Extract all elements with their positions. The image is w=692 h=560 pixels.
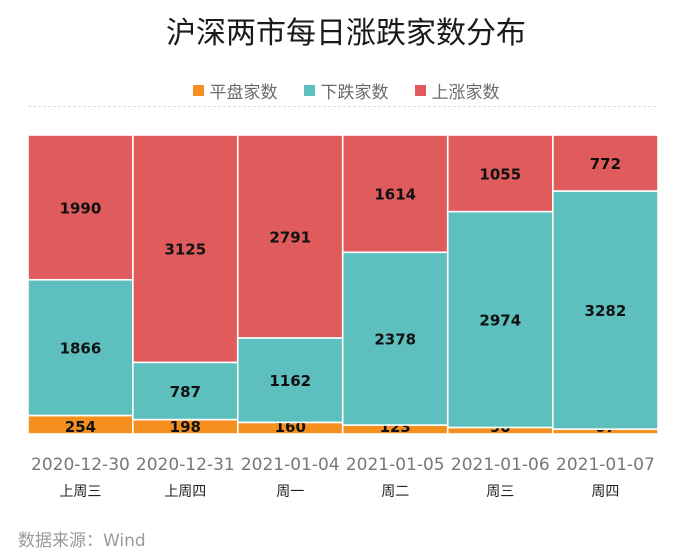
data-label-1-2: 3125: [164, 241, 206, 259]
x-sublabel-0: 上周三: [59, 484, 101, 500]
bar-segment-4-2: [446, 134, 554, 213]
x-sublabel-3: 周二: [381, 484, 409, 500]
legend-item-flat[interactable]: 平盘家数: [192, 78, 278, 103]
legend-label-down: 下跌家数: [320, 83, 389, 103]
bar-segment-3-1: [341, 251, 449, 426]
data-label-5-1: 3282: [585, 302, 627, 320]
data-label-4-1: 2974: [479, 312, 521, 330]
legend: 平盘家数 下跌家数 上涨家数: [0, 78, 692, 103]
data-label-1-1: 787: [170, 383, 201, 401]
data-label-0-0: 254: [65, 418, 96, 436]
bar-segment-5-1: [552, 190, 659, 430]
bar-segment-5-2: [552, 134, 659, 192]
data-label-0-1: 1866: [60, 340, 102, 358]
x-tick-label-1: 2020-12-31: [136, 455, 235, 475]
x-sublabel-2: 周一: [276, 484, 304, 500]
data-label-2-2: 2791: [269, 228, 311, 246]
x-tick-label-2: 2021-01-04: [241, 455, 340, 475]
bar-segment-3-2: [341, 134, 449, 254]
bar-segment-2-2: [236, 134, 344, 339]
data-label-2-1: 1162: [269, 372, 311, 390]
x-sublabel-5: 周四: [591, 484, 619, 500]
data-label-4-2: 1055: [479, 165, 521, 183]
data-label-3-2: 1614: [374, 186, 416, 204]
x-tick-label-5: 2021-01-07: [556, 455, 655, 475]
legend-label-flat: 平盘家数: [209, 83, 278, 103]
legend-swatch-flat: [192, 85, 204, 96]
bar-segment-1-1: [132, 361, 239, 421]
bar-segment-4-1: [446, 210, 554, 429]
legend-item-up[interactable]: 上涨家数: [414, 78, 500, 103]
x-tick-label-3: 2021-01-05: [346, 455, 445, 475]
x-sublabel-4: 周三: [486, 484, 514, 500]
bar-segment-1-2: [132, 134, 239, 364]
bar-segment-2-1: [236, 337, 344, 424]
data-label-1-0: 198: [170, 418, 201, 436]
mekko-chart: 254 1866 1990 2020-12-30 上周三 198 787 3125 2020-1…: [27, 134, 659, 500]
x-tick-label-0: 2020-12-30: [31, 455, 130, 475]
data-label-5-2: 772: [590, 155, 621, 173]
data-label-3-1: 2378: [374, 331, 416, 349]
legend-divider: [28, 106, 656, 107]
legend-label-up: 上涨家数: [431, 83, 500, 103]
data-label-0-2: 1990: [60, 199, 102, 217]
source-note: 数据来源：Wind: [18, 531, 146, 551]
legend-swatch-up: [414, 85, 426, 96]
legend-item-down[interactable]: 下跌家数: [303, 78, 389, 103]
x-tick-label-4: 2021-01-06: [451, 455, 550, 475]
bar-segment-0-1: [27, 278, 134, 417]
chart-title: 沪深两市每日涨跌家数分布: [166, 16, 526, 51]
legend-swatch-down: [303, 85, 315, 96]
x-sublabel-1: 上周四: [164, 484, 206, 500]
